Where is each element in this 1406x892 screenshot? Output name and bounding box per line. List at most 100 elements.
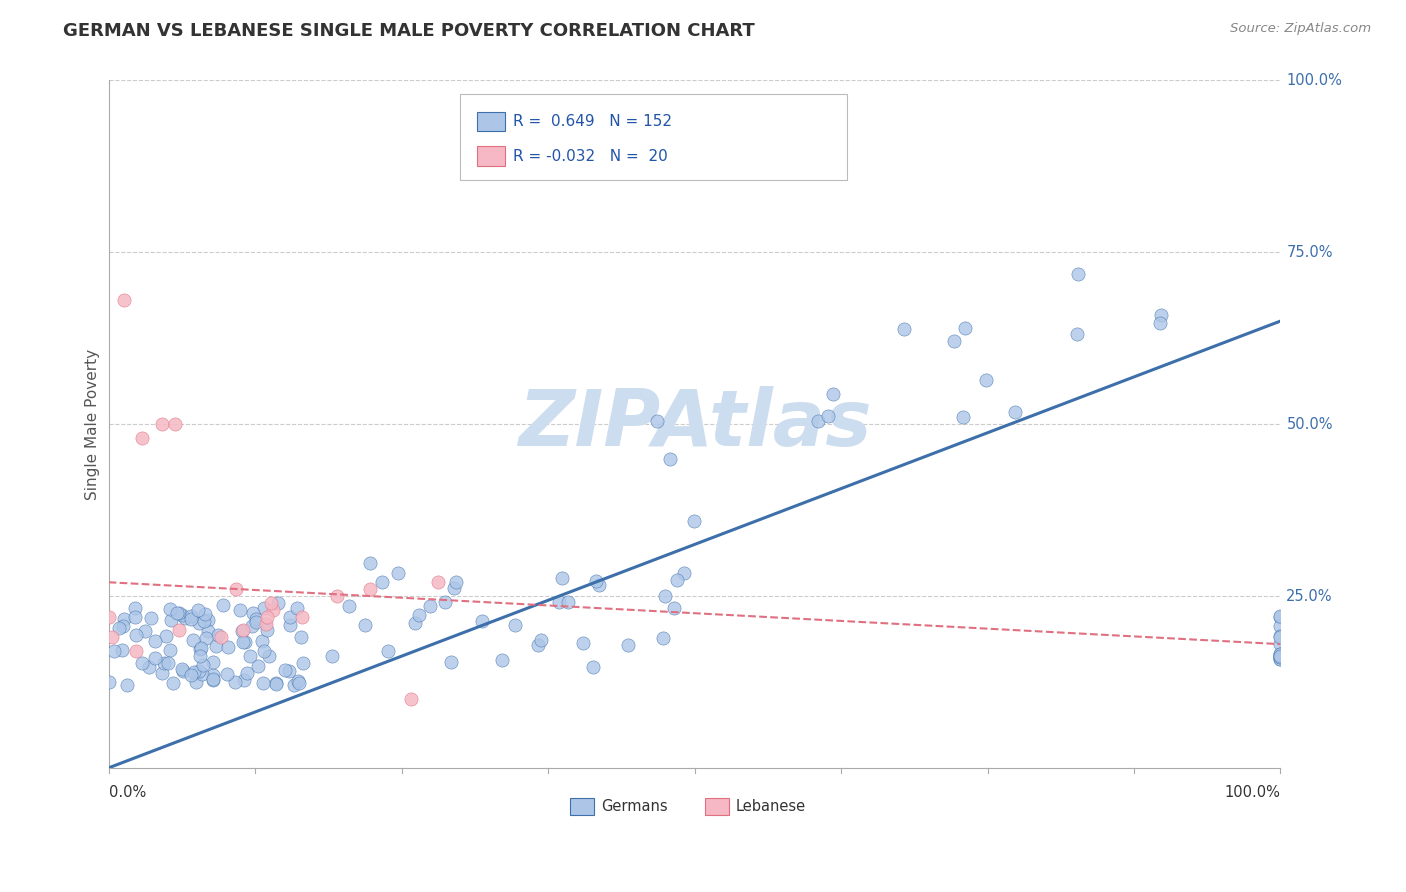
Text: R = -0.032   N =  20: R = -0.032 N = 20 (513, 149, 668, 163)
Point (426, 575, 449, 590)
Point (191, 658, 214, 673)
Point (157, 656, 180, 670)
Point (209, 630, 232, 644)
Point (278, 665, 301, 679)
Point (98, 609, 121, 624)
Point (205, 639, 228, 653)
Point (138, 660, 160, 674)
Point (240, 619, 263, 633)
Point (252, 676, 274, 690)
Point (215, 667, 238, 681)
Point (160, 613, 183, 627)
Point (408, 608, 430, 623)
Point (291, 609, 314, 624)
Text: Germans: Germans (600, 799, 668, 814)
Point (1149, 316, 1171, 330)
Point (187, 603, 209, 617)
Point (290, 630, 312, 644)
Point (162, 676, 184, 690)
Point (503, 618, 526, 632)
Point (143, 633, 166, 648)
Point (159, 602, 181, 616)
Point (254, 616, 277, 631)
Point (207, 628, 229, 642)
Point (101, 630, 124, 644)
Point (187, 665, 209, 679)
Point (942, 334, 965, 348)
Point (108, 621, 131, 635)
Point (326, 589, 349, 603)
Point (399, 692, 422, 706)
Point (585, 574, 607, 588)
Point (337, 599, 360, 613)
Point (264, 677, 287, 691)
Point (232, 635, 254, 649)
Point (242, 606, 264, 620)
FancyBboxPatch shape (704, 798, 728, 814)
Point (1270, 648, 1292, 663)
Point (288, 676, 311, 690)
Point (530, 632, 553, 647)
Point (404, 615, 426, 630)
Point (1066, 327, 1088, 342)
Text: Source: ZipAtlas.com: Source: ZipAtlas.com (1230, 22, 1371, 36)
Point (353, 618, 375, 632)
Point (170, 607, 193, 622)
Point (134, 624, 156, 638)
Point (131, 656, 153, 670)
Point (125, 644, 148, 658)
Point (180, 608, 202, 623)
Point (191, 667, 214, 681)
Point (183, 665, 205, 679)
Point (953, 321, 976, 335)
Point (283, 678, 305, 692)
Point (124, 610, 146, 624)
Point (264, 675, 287, 690)
Point (188, 642, 211, 657)
Point (257, 648, 280, 663)
Point (673, 566, 696, 581)
Point (387, 566, 409, 581)
FancyBboxPatch shape (571, 798, 593, 814)
Point (163, 417, 186, 432)
Point (225, 582, 247, 596)
Point (184, 675, 207, 690)
Point (471, 614, 494, 628)
Text: 0.0%: 0.0% (108, 785, 146, 800)
Point (1270, 649, 1292, 664)
Point (1270, 649, 1292, 664)
Point (1270, 652, 1292, 666)
Point (194, 607, 217, 621)
Point (440, 655, 463, 669)
Point (817, 409, 839, 423)
Point (201, 655, 224, 669)
Point (377, 644, 399, 658)
Point (1270, 637, 1292, 651)
Point (1270, 629, 1292, 643)
Point (287, 673, 309, 688)
Point (224, 675, 246, 690)
Text: GERMAN VS LEBANESE SINGLE MALE POVERTY CORRELATION CHART: GERMAN VS LEBANESE SINGLE MALE POVERTY C… (63, 22, 755, 40)
Point (645, 414, 668, 428)
Point (278, 610, 301, 624)
Point (1270, 647, 1292, 661)
Point (167, 606, 190, 620)
Point (292, 656, 315, 670)
Point (321, 648, 343, 663)
Point (652, 631, 675, 645)
Point (259, 596, 281, 610)
Point (159, 643, 181, 657)
Point (666, 573, 689, 587)
Point (202, 673, 225, 687)
Point (433, 594, 456, 608)
Point (233, 673, 256, 687)
Point (617, 638, 640, 652)
Point (197, 613, 219, 627)
Point (112, 612, 135, 626)
Point (115, 678, 138, 692)
Point (1067, 268, 1090, 282)
Point (548, 595, 571, 609)
FancyBboxPatch shape (477, 146, 505, 166)
Point (491, 653, 513, 667)
Point (245, 612, 267, 626)
